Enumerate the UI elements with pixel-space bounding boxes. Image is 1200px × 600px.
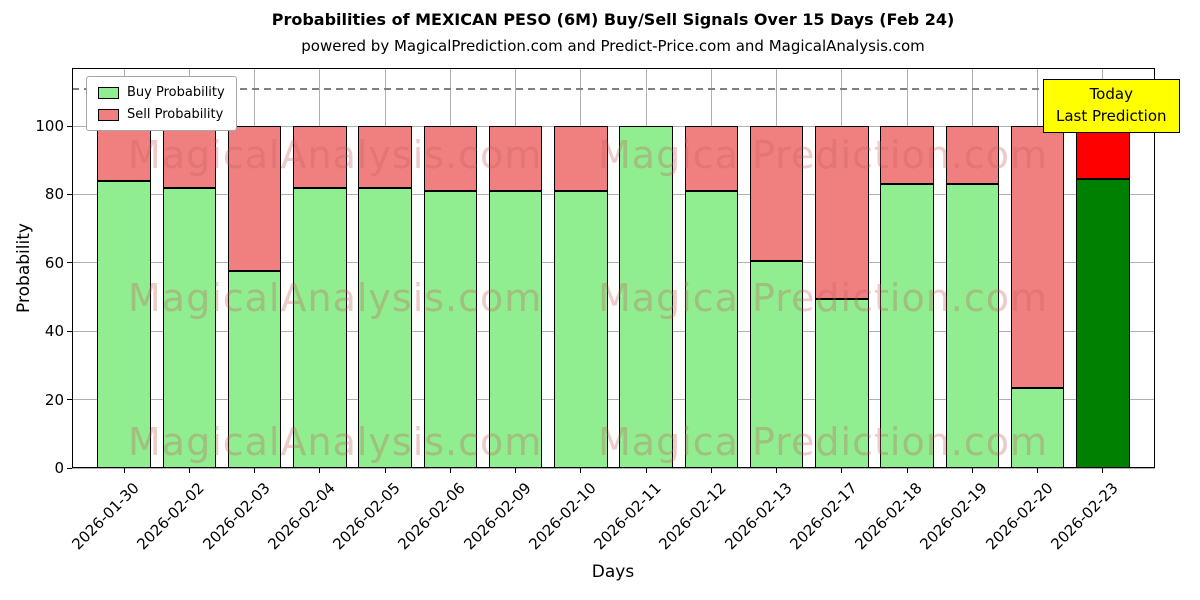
x-tick-mark: [254, 468, 256, 473]
bar-segment-sell: [227, 126, 282, 272]
watermark-left-text: MagicalAnalysis.com: [128, 276, 543, 320]
bar-segment-sell: [749, 126, 804, 262]
x-tick-label: 2026-02-06: [394, 479, 470, 554]
annotation-line-2: Last Prediction: [1056, 106, 1167, 125]
y-tick-label: 20: [44, 390, 64, 409]
x-tick-mark: [384, 468, 386, 473]
x-tick-mark: [123, 468, 125, 473]
legend-item-buy: Buy Probability: [98, 85, 225, 100]
y-gridline: [72, 262, 1155, 264]
x-tick-mark: [971, 468, 973, 473]
y-tick-label: 100: [35, 117, 64, 136]
today-annotation: Today Last Prediction: [1043, 79, 1180, 133]
legend-label-buy: Buy Probability: [127, 85, 225, 100]
bar-segment-buy: [358, 187, 412, 468]
x-tick-mark: [906, 468, 908, 473]
bar-segment-buy: [1010, 387, 1065, 468]
sell-probability-swatch: [98, 108, 119, 121]
x-tick-label: 2026-02-09: [459, 479, 535, 554]
y-tick-mark: [67, 330, 72, 332]
x-tick-mark: [515, 468, 517, 473]
y-gridline: [72, 193, 1155, 195]
y-tick-mark: [67, 262, 72, 264]
x-tick-label: 2026-02-03: [199, 479, 274, 554]
legend-item-sell: Sell Probability: [98, 107, 225, 122]
y-tick-mark: [67, 193, 72, 195]
bar-segment-sell: [554, 126, 608, 192]
y-tick-label: 0: [54, 459, 64, 477]
bar-segment-sell: [1076, 126, 1130, 180]
bar-segment-sell: [162, 126, 217, 188]
x-tick-label: 2026-02-19: [916, 479, 992, 554]
legend: Buy Probability Sell Probability: [86, 76, 237, 131]
annotation-line-1: Today: [1089, 85, 1133, 103]
y-tick-mark: [67, 125, 72, 127]
legend-label-sell: Sell Probability: [127, 107, 224, 122]
watermark-right-text: Magica Prediction.com: [598, 420, 1049, 464]
watermark-right-text: Magica Prediction.com: [598, 133, 1049, 177]
y-tick-mark: [67, 467, 72, 469]
bar-segment-sell: [293, 126, 347, 188]
chart-subtitle: powered by MagicalPrediction.com and Pre…: [301, 37, 925, 55]
y-tick-label: 40: [44, 322, 64, 341]
bar-segment-sell: [1010, 126, 1065, 388]
chart-title: Probabilities of MEXICAN PESO (6M) Buy/S…: [271, 10, 955, 29]
bar-segment-sell: [815, 126, 869, 299]
watermark-left-text: MagicalAnalysis.com: [128, 420, 543, 464]
y-gridline: [72, 467, 1155, 469]
bar-segment-buy: [1076, 179, 1130, 468]
x-tick-mark: [841, 468, 843, 473]
x-tick-mark: [580, 468, 582, 473]
x-axis-label: Days: [591, 562, 635, 582]
y-tick-mark: [67, 399, 72, 401]
bar-segment-buy: [227, 271, 282, 468]
bar-segment-sell: [358, 126, 412, 188]
watermark-right-text: Magica Prediction.com: [598, 276, 1049, 320]
x-tick-mark: [449, 468, 451, 473]
y-gridline: [72, 125, 1155, 127]
threshold-dashed-line: [72, 87, 1155, 90]
bar-segment-buy: [945, 184, 1000, 468]
x-tick-mark: [1037, 468, 1039, 473]
x-tick-label: 2026-02-02: [133, 479, 209, 554]
bar-segment-buy: [293, 187, 347, 468]
x-tick-mark: [645, 468, 647, 473]
bar-segment-sell: [423, 126, 478, 192]
bar-segment-sell: [684, 126, 739, 192]
buy-probability-swatch: [98, 86, 119, 99]
y-gridline: [72, 330, 1155, 332]
x-tick-label: 2026-02-13: [720, 479, 796, 554]
x-tick-mark: [710, 468, 712, 473]
x-tick-label: 2026-02-12: [655, 479, 731, 554]
bar-segment-buy: [554, 191, 608, 468]
watermark-left-text: MagicalAnalysis.com: [128, 133, 543, 177]
bar-segment-buy: [684, 191, 739, 468]
bar-segment-sell: [880, 126, 934, 185]
bar-segment-buy: [749, 261, 804, 468]
bar-segment-sell: [97, 126, 151, 181]
bar-segment-sell: [488, 126, 543, 192]
x-tick-label: 2026-01-30: [68, 479, 143, 554]
x-tick-label: 2026-02-20: [981, 479, 1057, 554]
bar-segment-buy: [423, 191, 478, 468]
y-gridline: [72, 399, 1155, 401]
x-tick-mark: [188, 468, 190, 473]
bar-segment-buy: [488, 191, 543, 468]
y-tick-label: 60: [44, 253, 64, 272]
bar-segment-sell: [945, 126, 1000, 185]
bar-segment-buy: [815, 298, 869, 468]
bar-segment-buy: [880, 184, 934, 468]
bar-segment-buy: [97, 180, 151, 468]
y-tick-label: 80: [44, 185, 64, 204]
x-tick-mark: [776, 468, 778, 473]
x-tick-mark: [319, 468, 321, 473]
bar-segment-buy: [619, 126, 673, 468]
x-tick-mark: [1102, 468, 1104, 473]
